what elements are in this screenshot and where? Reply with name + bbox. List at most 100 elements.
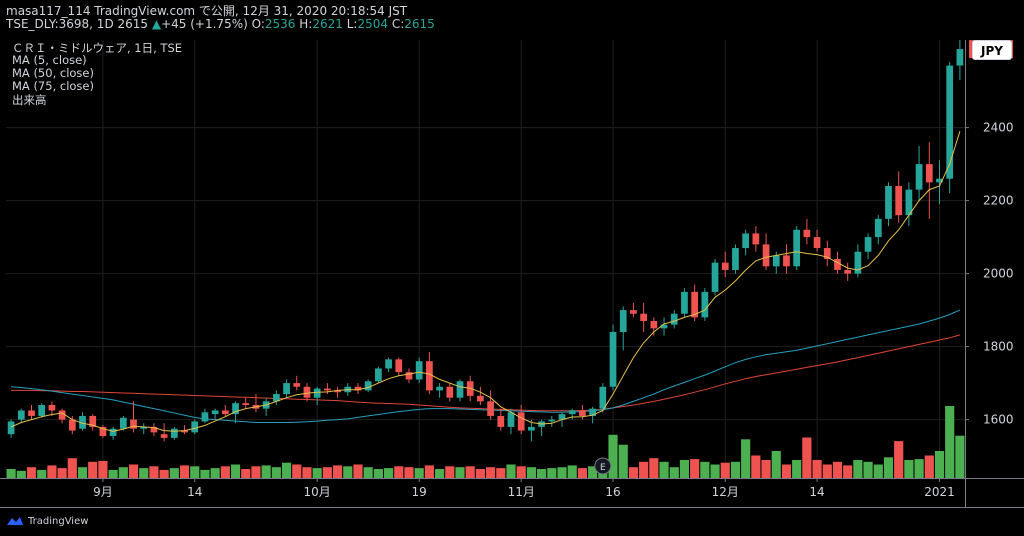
grid [6, 40, 965, 478]
candle-body [670, 313, 678, 325]
candle-body [813, 237, 821, 249]
candle-body [783, 255, 790, 267]
volume-bar [465, 466, 475, 478]
candle-body [415, 361, 423, 380]
ohlc-header: TSE_DLY:3698, 1D 2615 ▲+45 (+1.75%) O:25… [6, 17, 435, 31]
volume-bar [281, 462, 292, 478]
currency-button[interactable]: JPY [972, 40, 1012, 60]
volume-bar [588, 466, 598, 478]
volume-bar [424, 465, 434, 478]
up-arrow-icon: ▲ [151, 17, 162, 31]
volume-bar [455, 467, 465, 478]
volume-bar [332, 465, 343, 478]
low-label: L: [346, 17, 358, 31]
volume-bar [955, 435, 965, 478]
x-tick-label: 19 [412, 485, 427, 499]
legend-volume[interactable]: 出来高 [12, 93, 47, 107]
candle-body [568, 410, 576, 415]
candle-body [660, 324, 668, 329]
candle-body [201, 412, 209, 422]
candle-body [528, 426, 535, 431]
volume-bar [98, 460, 108, 478]
candle-body [38, 405, 46, 416]
volume-bar [241, 469, 251, 478]
candle-body [650, 321, 658, 329]
x-tick-label: 16 [605, 485, 620, 499]
x-tick-label: 14 [187, 485, 202, 499]
candle-body [711, 262, 719, 292]
volume-bar [843, 465, 853, 478]
volume-bar [486, 467, 496, 478]
volume-bar [67, 458, 77, 478]
candle-body [823, 248, 831, 259]
volume-bar [394, 466, 404, 478]
candle-body [303, 386, 311, 398]
volume-bar [139, 468, 149, 478]
candle-body [834, 259, 841, 270]
candle-body [885, 186, 892, 219]
volume-bar [149, 466, 159, 478]
candle-body [324, 388, 331, 391]
volume-bar [414, 468, 424, 478]
volume-bar [700, 461, 710, 478]
candle-body [609, 332, 617, 387]
candle-body [405, 372, 413, 380]
legend-ma5[interactable]: MA (5, close) [12, 53, 87, 67]
candle-body [181, 430, 188, 433]
volume-bar [618, 444, 628, 478]
candle-body [119, 417, 127, 429]
candle-body [334, 390, 341, 393]
x-tick-label: 9月 [93, 485, 113, 499]
legend-title[interactable]: ＣＲＩ・ミドルウェア, 1日, TSE [12, 41, 183, 55]
volume-bar [516, 466, 526, 478]
volume-bar [802, 437, 812, 478]
volume-bar [863, 461, 873, 478]
open-label: O: [251, 17, 265, 31]
volume-bar [945, 406, 955, 478]
candle-body [232, 403, 239, 415]
volume-bar [710, 464, 720, 478]
candle-body [772, 255, 780, 267]
candle-body [691, 291, 699, 318]
volume-bar [577, 468, 588, 478]
candle-body [426, 361, 433, 391]
volume-bar [302, 467, 312, 478]
candle-body [436, 386, 443, 391]
candle-body [732, 248, 739, 270]
volume-bar [26, 467, 37, 478]
volume-bar [353, 464, 363, 478]
volume-bar [322, 467, 332, 478]
candle-body [354, 386, 362, 391]
tradingview-branding[interactable]: TradingView [6, 515, 88, 527]
volume-bar [934, 451, 945, 478]
candle-body [130, 419, 137, 429]
legend-ma50[interactable]: MA (50, close) [12, 66, 94, 80]
volume-bar [312, 468, 322, 478]
candle-body [721, 262, 729, 270]
x-axis-labels: 9月 14 10月 19 11月 16 12月 14 2021 [93, 478, 955, 499]
candle-body [150, 426, 158, 433]
legend-ma75[interactable]: MA (75, close) [12, 79, 94, 93]
volume-bar [526, 467, 537, 478]
volume-bar [169, 468, 179, 478]
y-tick-label: 2200 [983, 194, 1014, 208]
volume-bar [292, 464, 302, 478]
volume-bar [16, 470, 26, 478]
y-tick-label: 1600 [983, 413, 1014, 427]
candle-body [79, 415, 86, 429]
candle-body [293, 383, 301, 387]
ma5-line [10, 131, 961, 432]
volume-bar [445, 466, 455, 478]
volume-bar [608, 434, 618, 478]
candle-body [313, 388, 321, 398]
x-tick-label: 12月 [712, 485, 739, 499]
candle-body [17, 410, 25, 420]
volume-bar [230, 464, 241, 478]
x-tick-label: 10月 [304, 485, 331, 499]
y-tick-label: 2400 [983, 121, 1014, 135]
candle-body [640, 313, 647, 322]
candles [7, 40, 964, 442]
volume-bar [771, 451, 781, 478]
volume-bar [894, 441, 904, 478]
